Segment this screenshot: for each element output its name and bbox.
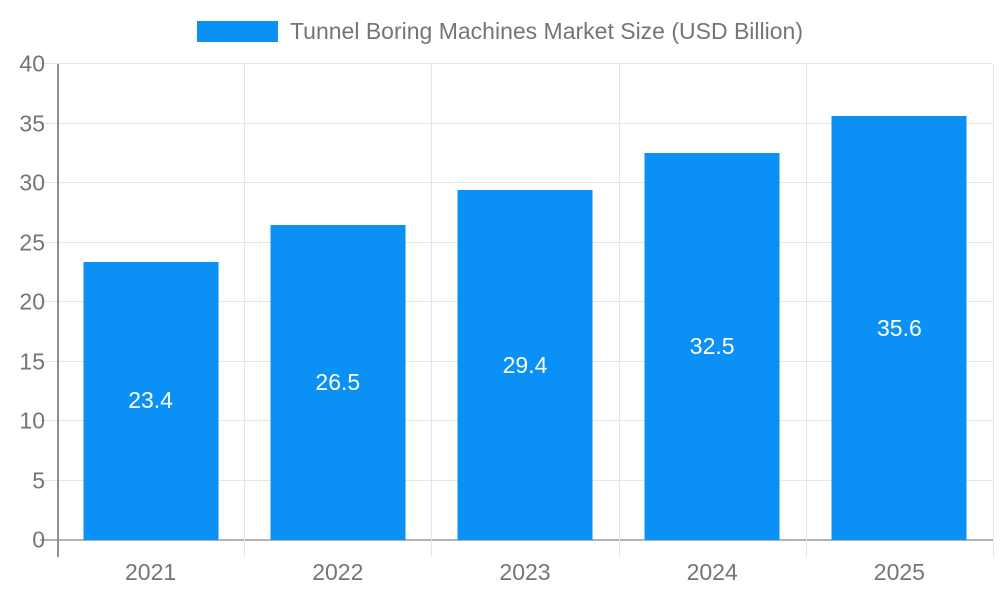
y-axis-line xyxy=(57,64,59,557)
y-tick-label: 25 xyxy=(19,229,45,255)
gridline-vertical xyxy=(993,64,994,557)
x-axis-baseline xyxy=(40,539,993,541)
x-tick-label: 2021 xyxy=(125,559,177,585)
bar: 26.5 xyxy=(270,224,406,540)
x-tick-label: 2022 xyxy=(312,559,364,585)
x-tick-label: 2024 xyxy=(686,559,738,585)
legend-swatch xyxy=(196,20,278,42)
gridline-vertical xyxy=(805,64,807,557)
bar-value-label: 32.5 xyxy=(689,333,735,360)
legend-label: Tunnel Boring Machines Market Size (USD … xyxy=(289,17,803,44)
plot-area: 0 5 10 15 20 25 30 35 40 23.4 2021 26.5 2022 29.4 2023… xyxy=(19,52,994,584)
bar: 29.4 xyxy=(457,190,593,540)
y-tick-label: 5 xyxy=(32,467,45,493)
y-tick-label: 15 xyxy=(19,348,45,374)
y-tick-label: 35 xyxy=(19,110,45,136)
gridline-vertical xyxy=(618,64,620,557)
gridline-horizontal xyxy=(40,122,993,124)
y-tick-label: 20 xyxy=(19,288,45,315)
y-tick-label: 30 xyxy=(19,169,45,196)
bar-value-label: 35.6 xyxy=(877,314,922,341)
x-tick-label: 2025 xyxy=(873,559,925,585)
x-tick-label: 2023 xyxy=(499,559,551,585)
legend: Tunnel Boring Machines Market Size (USD … xyxy=(0,12,1000,50)
y-tick-label: 10 xyxy=(19,407,45,434)
bar-value-label: 23.4 xyxy=(128,387,173,414)
gridline-vertical xyxy=(244,64,246,557)
bar: 35.6 xyxy=(831,116,967,540)
gridline-horizontal xyxy=(40,63,993,64)
bar: 23.4 xyxy=(83,261,219,540)
y-tick-label: 40 xyxy=(19,50,45,77)
bar-value-label: 29.4 xyxy=(502,351,548,378)
y-tick-label: 0 xyxy=(32,526,45,553)
gridline-vertical xyxy=(431,64,433,557)
bar-value-label: 26.5 xyxy=(315,368,361,395)
gridline-horizontal xyxy=(40,182,993,183)
bar: 32.5 xyxy=(644,153,780,540)
